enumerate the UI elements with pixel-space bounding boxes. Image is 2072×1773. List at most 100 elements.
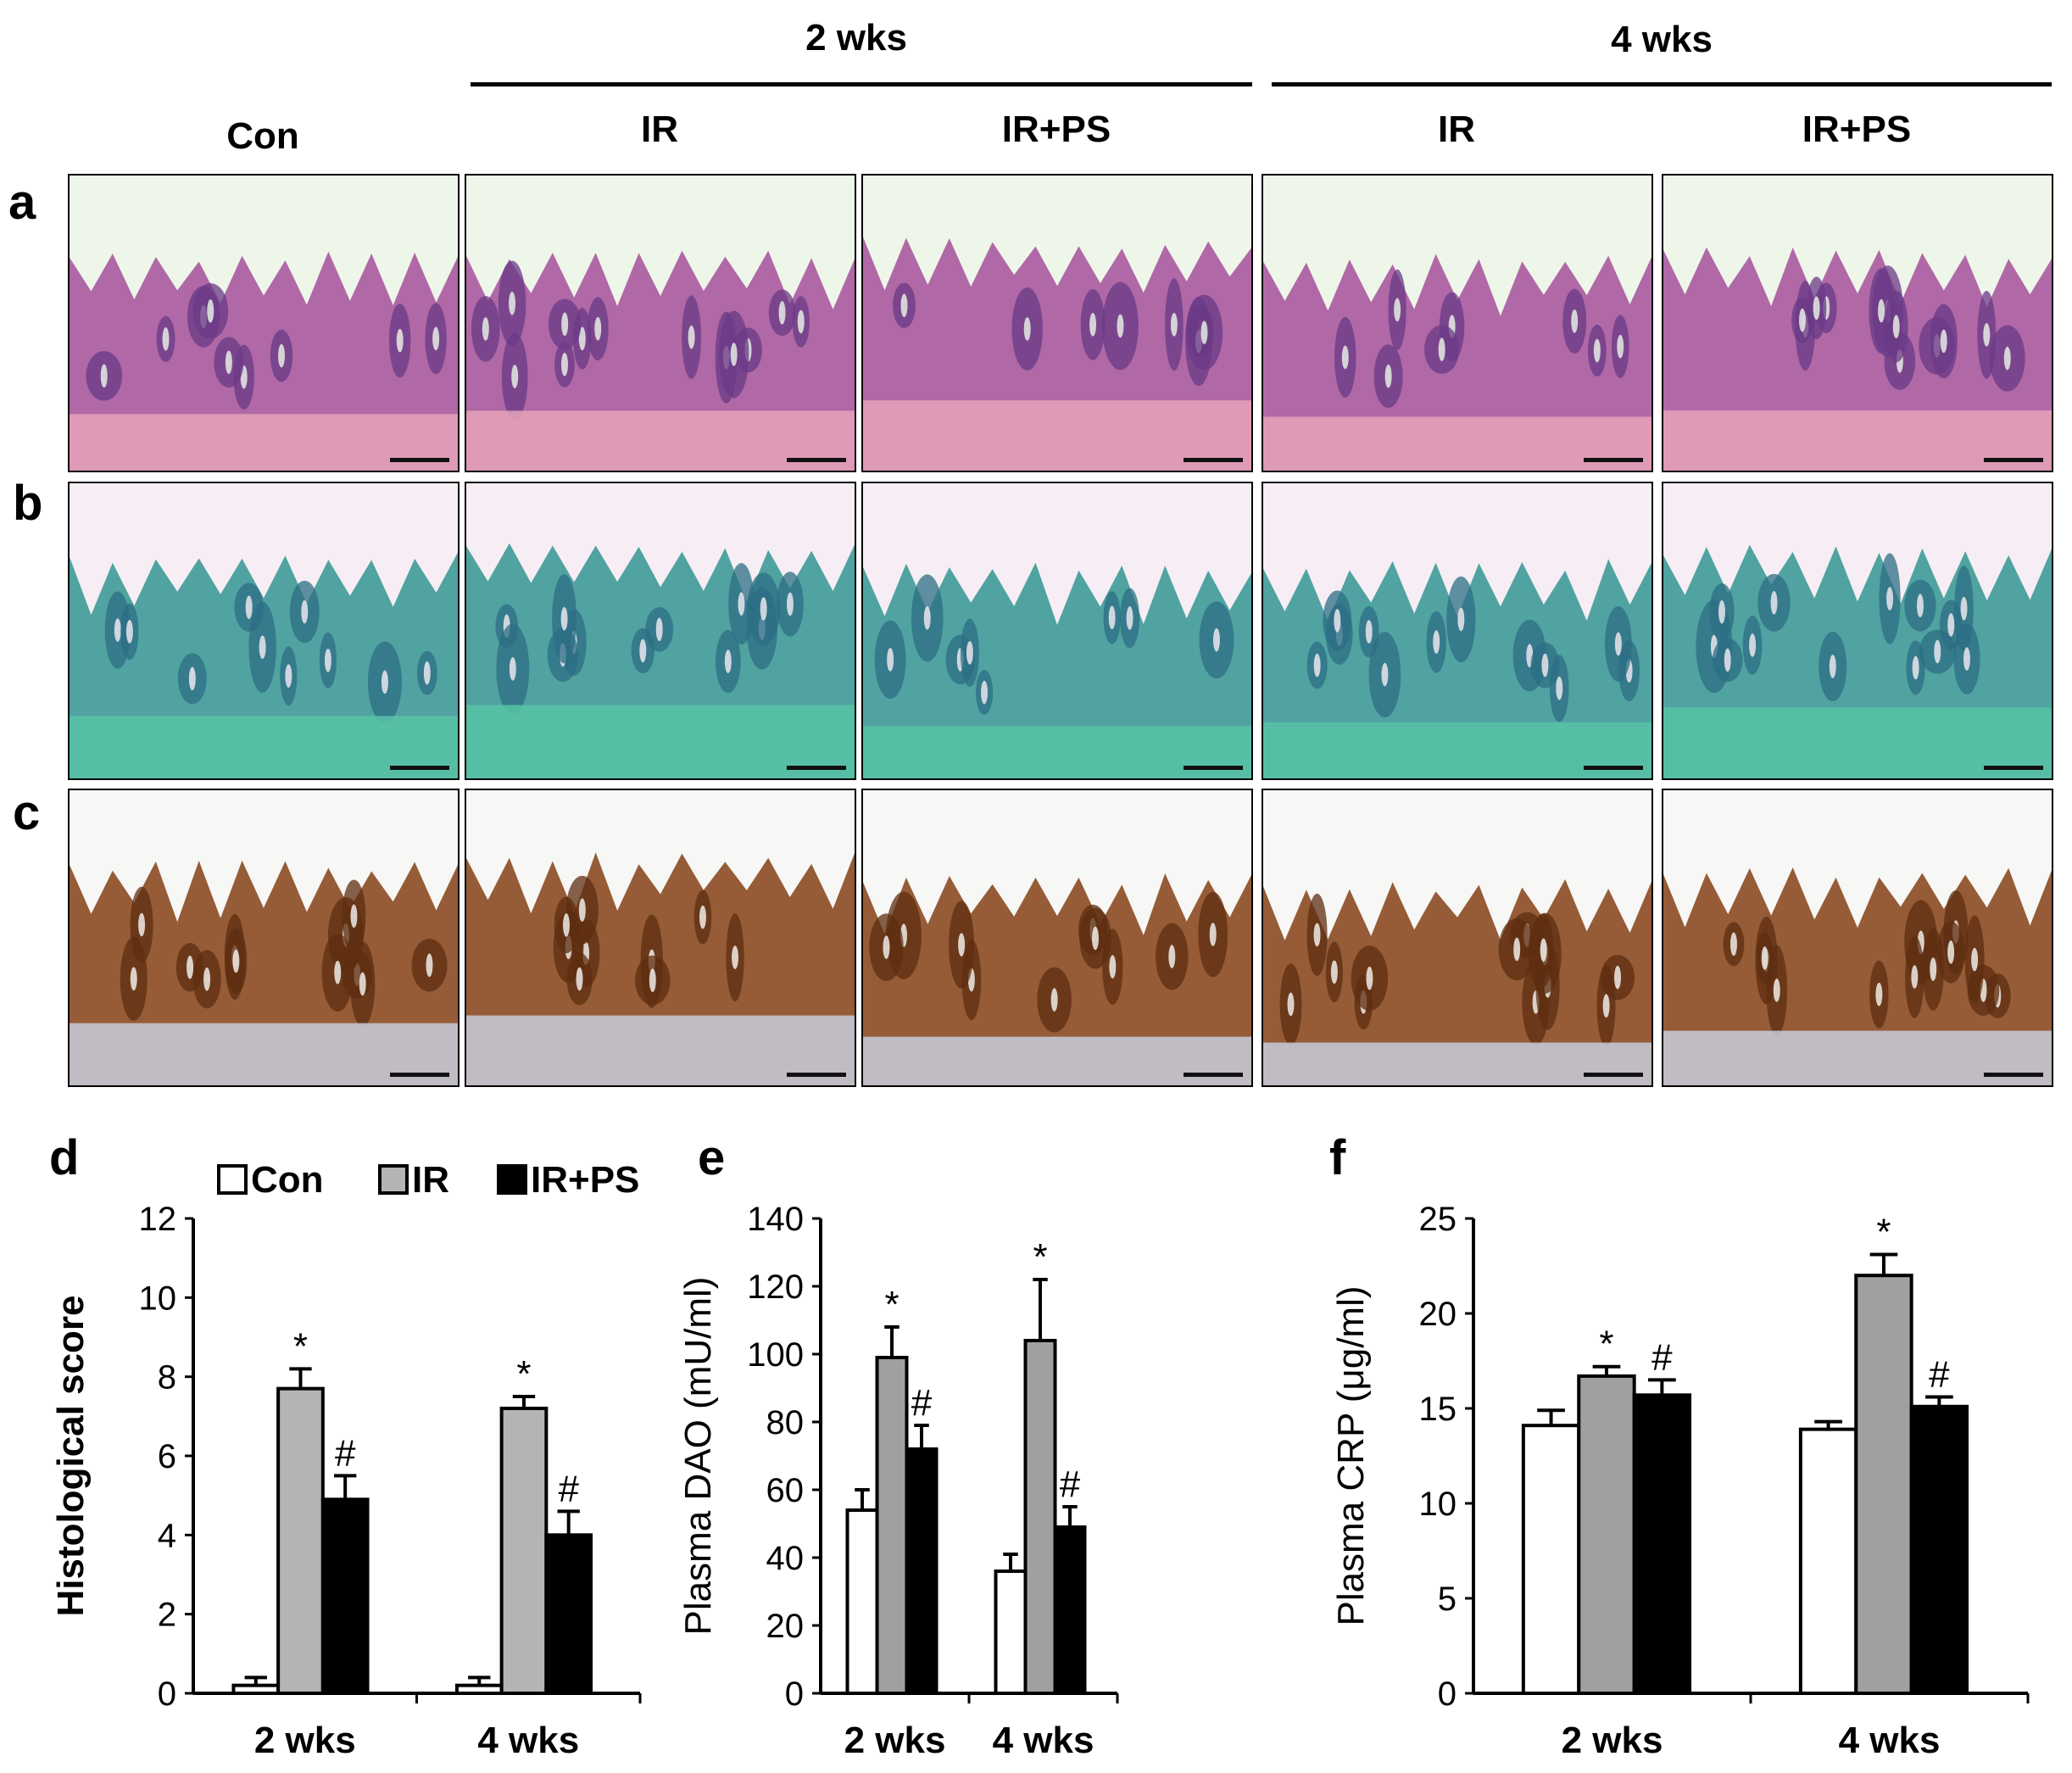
row-label-b: b — [13, 476, 43, 531]
x-tick-label: 2 wks — [254, 1720, 356, 1761]
bar-irps-4wks — [1053, 1525, 1087, 1695]
bar-con-4wks — [454, 1683, 504, 1696]
scale-bar — [1584, 458, 1643, 462]
legend-swatch-ir — [378, 1164, 409, 1195]
legend-swatch-con — [217, 1164, 248, 1195]
micrograph-b-con — [68, 482, 460, 780]
micrograph-a-ir-2wks — [465, 174, 856, 472]
significance-star: * — [1033, 1236, 1047, 1278]
column-label-irps-4wks: IR+PS — [1802, 109, 1912, 150]
micrograph-b-irps-2wks — [861, 482, 1253, 780]
y-tick-label: 4 — [158, 1517, 176, 1554]
significance-star: * — [1876, 1212, 1891, 1253]
micrograph-a-irps-4wks — [1662, 174, 2053, 472]
significance-hash: # — [1060, 1464, 1081, 1505]
x-tick-label: 4 wks — [993, 1720, 1094, 1761]
scale-bar — [787, 766, 846, 770]
bar-irps-4wks — [544, 1533, 593, 1696]
significance-hash: # — [335, 1432, 356, 1474]
y-tick-label: 6 — [158, 1438, 176, 1475]
significance-star: * — [1599, 1324, 1613, 1365]
x-tick-label: 2 wks — [1562, 1720, 1663, 1761]
scale-bar — [390, 766, 449, 770]
bar-ir-2wks — [1577, 1374, 1636, 1695]
bar-ir-2wks — [875, 1356, 909, 1695]
bar-irps-2wks — [1632, 1393, 1692, 1695]
y-tick-label: 120 — [747, 1268, 804, 1306]
micrograph-c-ir-2wks — [465, 789, 856, 1087]
significance-hash: # — [558, 1468, 579, 1509]
micrograph-a-irps-2wks — [861, 174, 1253, 472]
y-axis-label: Plasma CRP (μg/ml) — [1330, 1285, 1372, 1625]
significance-star: * — [884, 1284, 899, 1325]
y-tick-label: 20 — [766, 1608, 805, 1645]
micrograph-c-irps-2wks — [861, 789, 1253, 1087]
bar-con-4wks — [994, 1569, 1028, 1695]
x-tick-label: 4 wks — [1839, 1720, 1941, 1761]
bar-ir-4wks — [1023, 1339, 1057, 1695]
column-label-ir-2wks: IR — [641, 109, 678, 150]
y-tick-label: 12 — [139, 1201, 177, 1238]
y-tick-label: 80 — [766, 1404, 805, 1441]
micrograph-c-irps-4wks — [1662, 789, 2053, 1087]
x-tick-label: 2 wks — [844, 1720, 946, 1761]
bar-ir-4wks — [1854, 1274, 1913, 1695]
scale-bar — [1184, 766, 1243, 770]
group-line-4wks — [1272, 82, 2052, 86]
scale-bar — [1584, 766, 1643, 770]
x-tick-label: 4 wks — [477, 1720, 579, 1761]
y-tick-label: 100 — [747, 1336, 804, 1374]
group-line-2wks — [471, 82, 1252, 86]
micrograph-a-con — [68, 174, 460, 472]
group-title-2wks: 2 wks — [805, 17, 907, 59]
bar-ir-2wks — [276, 1386, 325, 1695]
y-tick-label: 10 — [1419, 1486, 1457, 1523]
micrograph-b-ir-2wks — [465, 482, 856, 780]
y-tick-label: 60 — [766, 1472, 805, 1509]
scale-bar — [1584, 1073, 1643, 1077]
micrograph-a-ir-4wks — [1262, 174, 1653, 472]
scale-bar — [1984, 458, 2043, 462]
panel-label-e: e — [698, 1130, 725, 1185]
scale-bar — [390, 1073, 449, 1077]
significance-hash: # — [911, 1382, 933, 1424]
bar-ir-4wks — [499, 1407, 549, 1695]
y-axis-label: Histological score — [50, 1295, 92, 1616]
legend-label: IR — [412, 1159, 449, 1201]
y-tick-label: 40 — [766, 1540, 805, 1577]
bar-con-2wks — [1521, 1424, 1581, 1695]
y-tick-label: 140 — [747, 1201, 804, 1238]
y-tick-label: 0 — [1438, 1675, 1457, 1713]
y-tick-label: 15 — [1419, 1391, 1457, 1428]
column-label-con: Con — [226, 115, 299, 157]
y-tick-label: 5 — [1438, 1581, 1457, 1618]
scale-bar — [1984, 1073, 2043, 1077]
legend-swatch-irps — [497, 1164, 527, 1195]
legend-label: Con — [251, 1159, 324, 1201]
y-axis-label: Plasma DAO (mU/ml) — [677, 1277, 719, 1636]
panel-label-f: f — [1329, 1130, 1346, 1185]
bar-con-2wks — [231, 1683, 281, 1696]
row-label-a: a — [8, 175, 36, 230]
scale-bar — [390, 458, 449, 462]
significance-star: * — [293, 1325, 308, 1367]
micrograph-c-ir-4wks — [1262, 789, 1653, 1087]
panel-label-d: d — [49, 1130, 79, 1185]
significance-star: * — [516, 1353, 531, 1395]
y-tick-label: 25 — [1419, 1201, 1457, 1238]
scale-bar — [1184, 458, 1243, 462]
scale-bar — [1184, 1073, 1243, 1077]
group-title-4wks: 4 wks — [1611, 19, 1713, 60]
y-tick-label: 8 — [158, 1359, 176, 1397]
y-tick-label: 2 — [158, 1597, 176, 1634]
y-tick-label: 0 — [158, 1675, 176, 1713]
bar-irps-4wks — [1909, 1404, 1969, 1695]
bar-irps-2wks — [320, 1497, 370, 1696]
micrograph-c-con — [68, 789, 460, 1087]
y-tick-label: 0 — [785, 1675, 804, 1713]
micrograph-b-irps-4wks — [1662, 482, 2053, 780]
column-label-irps-2wks: IR+PS — [1001, 109, 1111, 150]
scale-bar — [1984, 766, 2043, 770]
bar-con-4wks — [1798, 1427, 1858, 1695]
significance-hash: # — [1929, 1354, 1950, 1396]
